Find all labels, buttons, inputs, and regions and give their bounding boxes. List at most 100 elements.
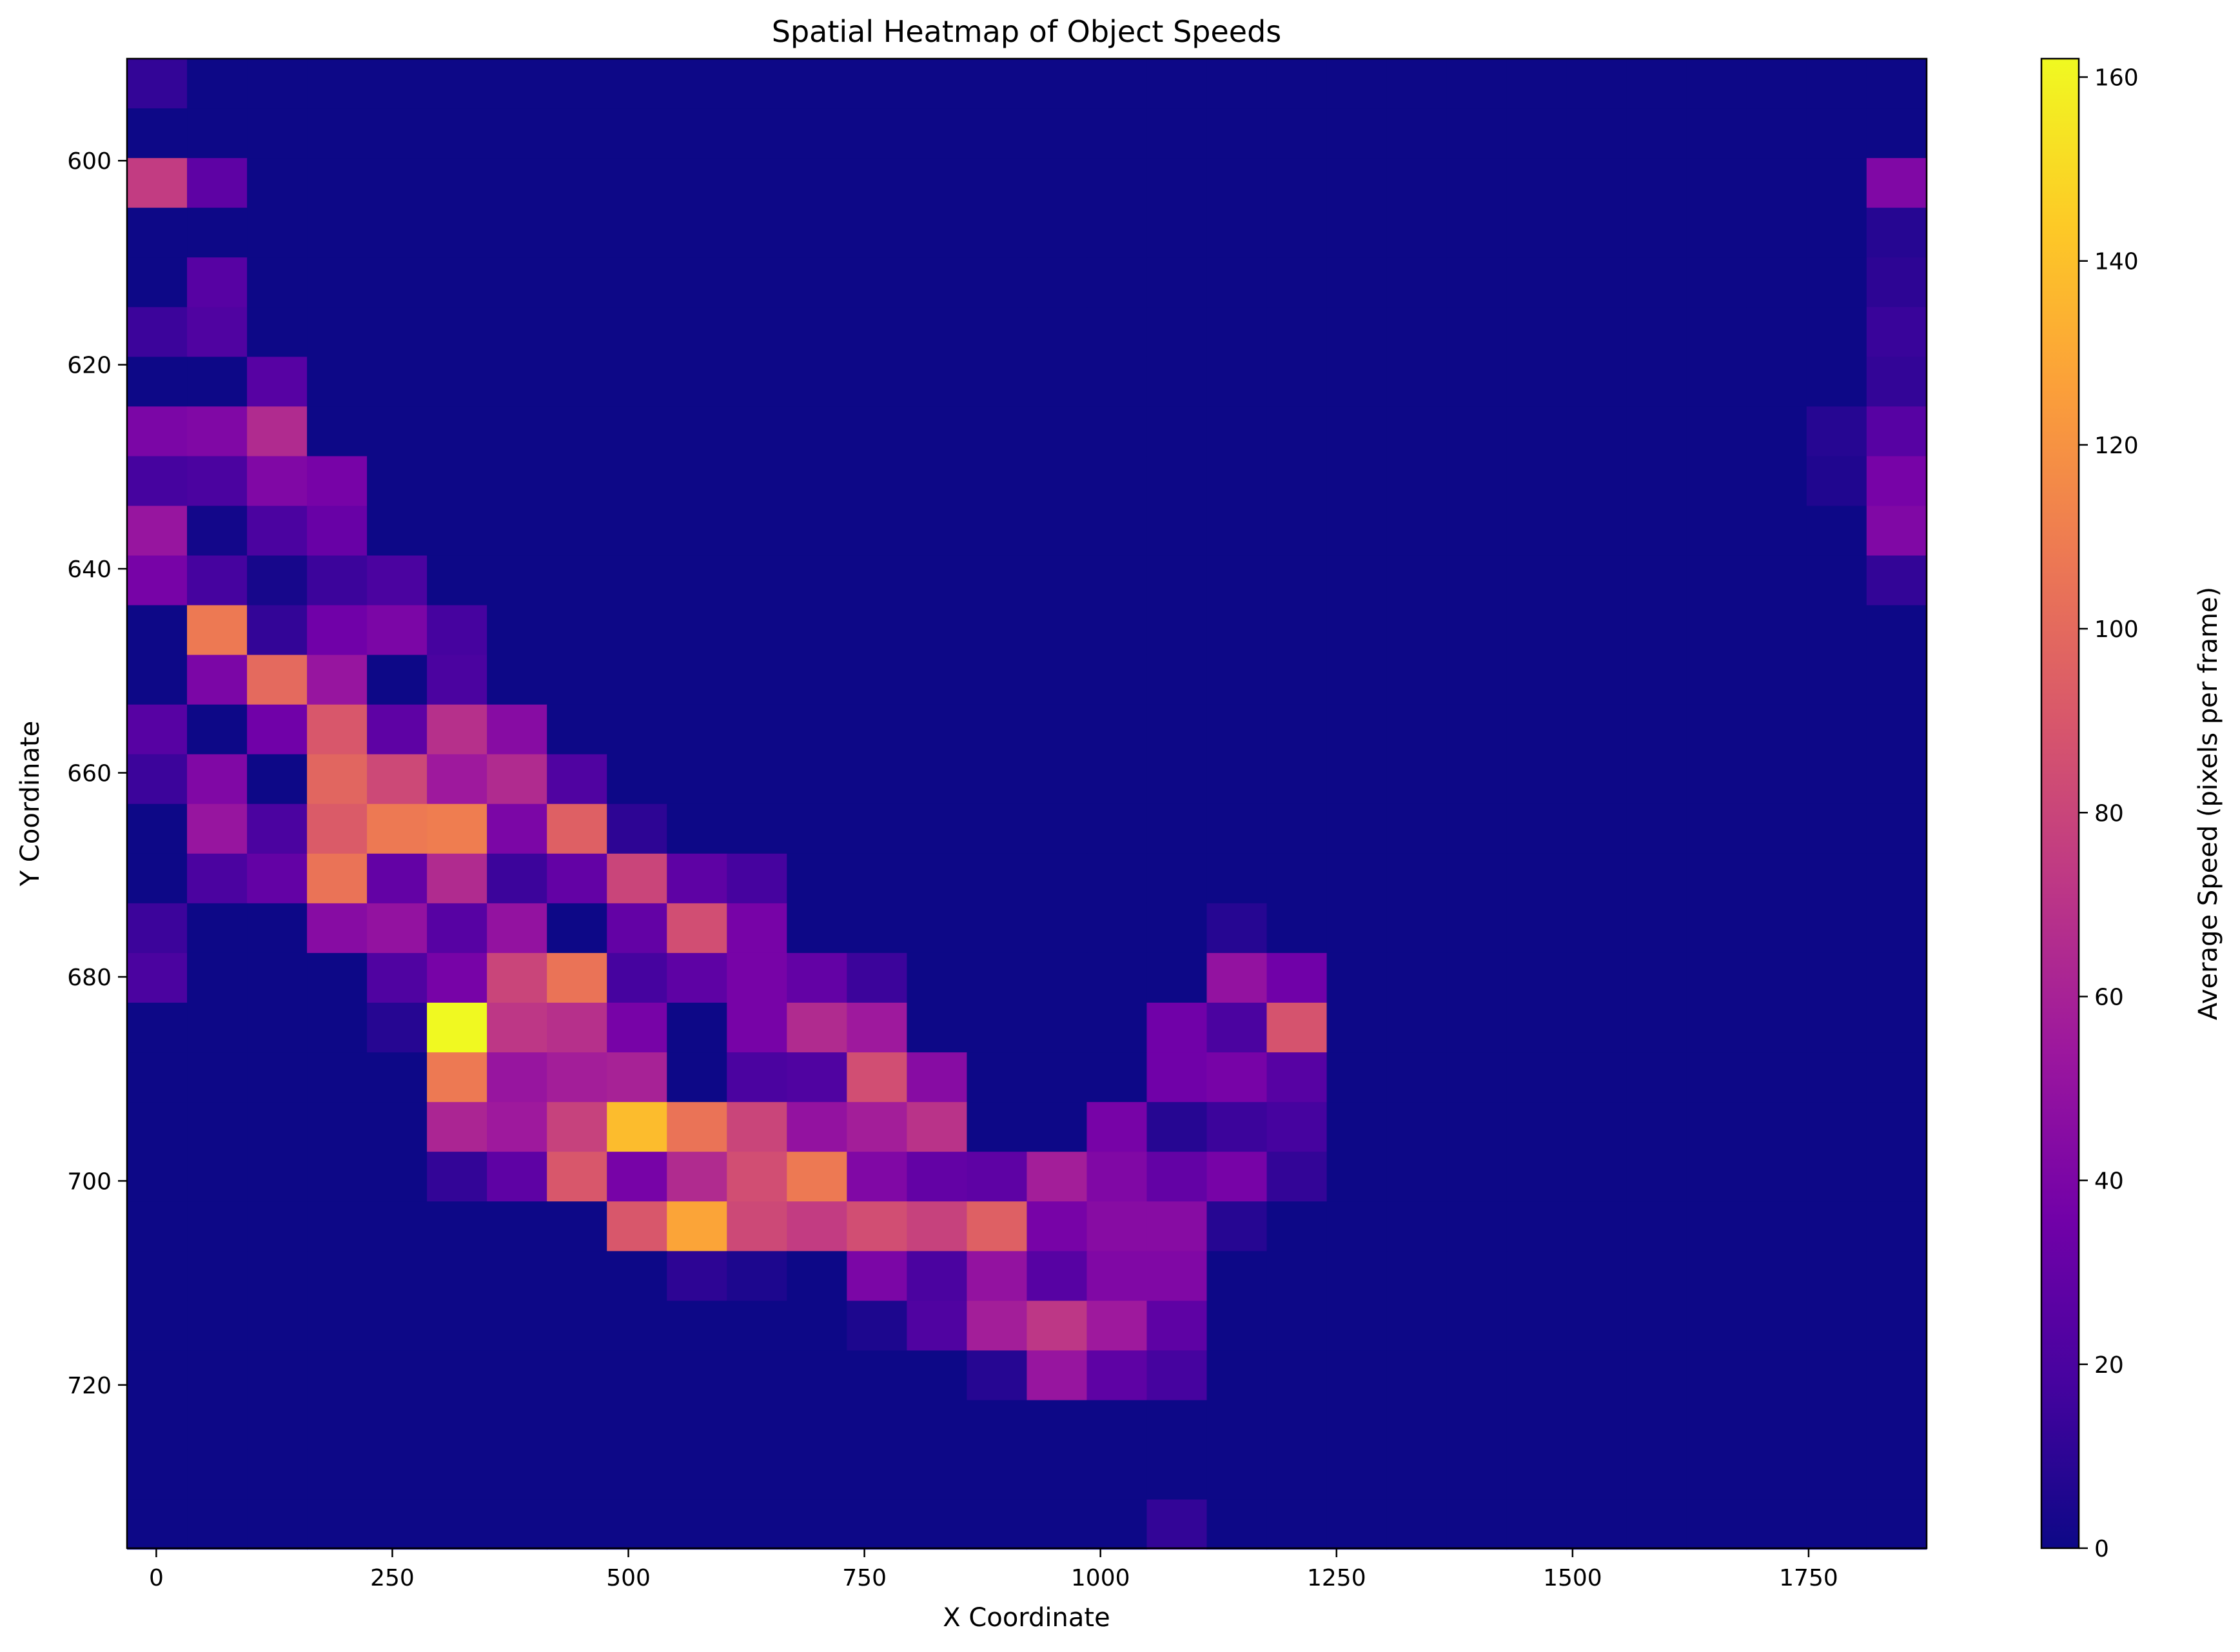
heatmap-cell [1267,1350,1328,1401]
heatmap-cell [1687,506,1747,556]
heatmap-cell [307,59,368,109]
heatmap-cell [487,108,547,159]
heatmap-cell [1867,158,1927,208]
heatmap-cell [1207,1152,1268,1202]
heatmap-cell [1567,1301,1627,1351]
heatmap-cell [1747,1003,1807,1053]
heatmap-cell [1207,1350,1268,1401]
heatmap-cell [427,605,487,656]
heatmap-cell [1447,1251,1508,1301]
heatmap-cell [367,953,427,1003]
heatmap-cell [1687,754,1747,805]
heatmap-cell [487,1201,547,1252]
heatmap-cell [1027,59,1087,109]
heatmap-cell [427,1301,487,1351]
heatmap-cell [1567,1350,1627,1401]
heatmap-cell [1867,705,1927,755]
heatmap-cell [247,655,308,705]
heatmap-cell [1567,605,1627,656]
heatmap-cell [307,108,368,159]
heatmap-cell [247,556,308,606]
heatmap-cell [967,605,1027,656]
heatmap-cell [847,1450,907,1500]
heatmap-cell [1627,1152,1687,1202]
heatmap-cell [1327,1003,1388,1053]
heatmap-cell [307,257,368,308]
heatmap-cell [1086,59,1147,109]
heatmap-cell [1747,1350,1807,1401]
heatmap-cell [487,1152,547,1202]
heatmap-cell [727,1251,787,1301]
heatmap-cell [187,705,248,755]
heatmap-cell [727,1152,787,1202]
heatmap-cell [1086,506,1147,556]
heatmap-cell [907,754,967,805]
heatmap-cell [1027,953,1087,1003]
heatmap-cell [1447,854,1508,904]
heatmap-cell [1387,705,1448,755]
heatmap-cell [1327,1400,1388,1450]
heatmap-cell [247,1350,308,1401]
chart-title: Spatial Heatmap of Object Speeds [772,14,1282,49]
heatmap-cell [847,1201,907,1252]
heatmap-cell [1747,1201,1807,1252]
heatmap-cell [247,108,308,159]
heatmap-cell [1747,1500,1807,1550]
heatmap-cell [1327,257,1388,308]
heatmap-cell [1507,1201,1567,1252]
heatmap-cell [1086,158,1147,208]
heatmap-cell [907,257,967,308]
heatmap-cell [1146,1251,1207,1301]
heatmap-cell [847,556,907,606]
colorbar-tick-label: 140 [2094,249,2139,275]
heatmap-cell [607,705,667,755]
heatmap-cell [247,754,308,805]
heatmap-cell [1567,1152,1627,1202]
heatmap-cell [427,1400,487,1450]
heatmap-cell [1507,1400,1567,1450]
heatmap-cell [547,506,607,556]
y-tick-label: 720 [67,1373,112,1399]
heatmap-cell [487,804,547,854]
heatmap-cell [427,1052,487,1103]
heatmap-cell [1807,307,1867,357]
heatmap-cell [1507,754,1567,805]
heatmap-cell [1807,1052,1867,1103]
heatmap-cell [367,1052,427,1103]
heatmap-cell [427,854,487,904]
heatmap-cell [607,307,667,357]
heatmap-cell [367,655,427,705]
heatmap-cell [667,754,727,805]
heatmap-cell [1207,506,1268,556]
heatmap-cell [847,903,907,954]
heatmap-cell [1327,307,1388,357]
heatmap-cell [1207,1251,1268,1301]
heatmap-cell [247,854,308,904]
heatmap-cell [1027,1400,1087,1450]
heatmap-cell [547,1450,607,1500]
heatmap-cell [1146,754,1207,805]
heatmap-cell [247,257,308,308]
heatmap-cell [487,1400,547,1450]
heatmap-cell [1447,655,1508,705]
heatmap-cell [547,804,607,854]
heatmap-cell [727,1052,787,1103]
heatmap-cell [427,406,487,457]
heatmap-cell [1507,1052,1567,1103]
heatmap-cell [667,406,727,457]
heatmap-cell [427,208,487,258]
heatmap-cell [1567,108,1627,159]
heatmap-cell [1027,705,1087,755]
heatmap-cell [1267,1500,1328,1550]
heatmap-cell [607,1152,667,1202]
heatmap-cell [907,1400,967,1450]
heatmap-cell [607,1052,667,1103]
heatmap-cell [547,357,607,407]
heatmap-cell [967,506,1027,556]
heatmap-cell [307,1201,368,1252]
heatmap-cell [967,406,1027,457]
heatmap-cell [1146,257,1207,308]
heatmap-cell [1447,208,1508,258]
heatmap-cell [547,1102,607,1152]
heatmap-cell [1086,257,1147,308]
